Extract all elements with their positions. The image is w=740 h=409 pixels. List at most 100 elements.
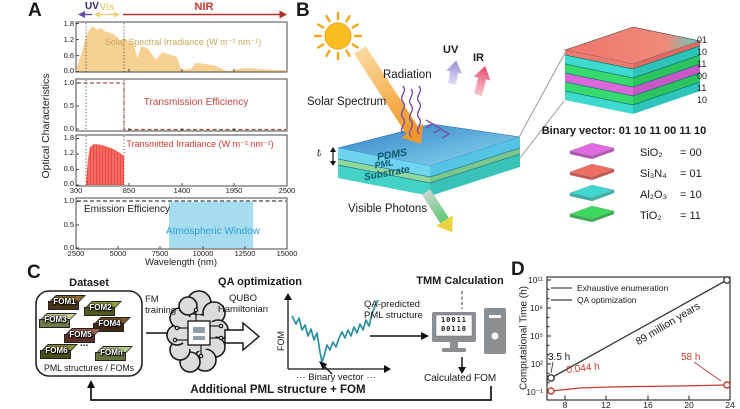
panel-b-graphics	[313, 11, 702, 233]
panel-d-graphics	[546, 276, 731, 401]
fom-block-label: FOM1	[53, 297, 76, 306]
ir-emission-arrow	[473, 65, 491, 96]
emission-ytick: 0.5	[63, 220, 74, 229]
annotation-58h: 58 h	[681, 352, 701, 363]
transmission-ytick: 0.0	[63, 124, 74, 133]
material-name-al2o3: Al₂O₃	[640, 189, 668, 201]
monitor-screen	[435, 314, 473, 337]
fom-block-2: FOM2	[84, 301, 122, 316]
solar-plot-title: Solar Spectral Irradiance (W m⁻² nm⁻¹)	[104, 37, 262, 47]
fom-block-3: FOM3	[39, 313, 77, 328]
d-ytick: 10⁻¹	[526, 387, 543, 397]
emission-ytick: 1.0	[63, 196, 74, 205]
fom-ellipsis: ...	[80, 338, 89, 349]
emission-xtick: 10000	[192, 249, 214, 258]
binary-vector-axis-label: ··· Binary vector ···	[296, 372, 376, 383]
wavelength-axis-label: Wavelength (nm)	[145, 257, 217, 268]
material-name-tio2: TiO₂	[640, 210, 662, 222]
visible-photons-arrow	[421, 189, 453, 233]
exhaustive-point-left	[547, 374, 555, 382]
fom-block-label: FOM3	[44, 315, 67, 324]
material-name-si3n4: Si₃N₄	[640, 168, 667, 180]
binary-vector-label: Binary vector: 01 10 11 00 11 10	[541, 125, 707, 137]
legend-label-qa: QA optimization	[577, 295, 637, 305]
solar-ytick: 1.8	[63, 19, 74, 28]
emission-xtick: 2500	[67, 249, 85, 258]
legend-label-exhaustive: Exhaustive enumeration	[577, 283, 669, 293]
emission-plot-title: Emission Efficiency	[84, 204, 170, 215]
qa-line	[550, 384, 728, 392]
uv-band-arrowhead	[78, 11, 85, 18]
feedback-label: Additional PML structure + FOM	[190, 384, 366, 396]
panel-a-ticks	[75, 23, 288, 249]
stack-bit-label: 11	[697, 59, 707, 69]
fom-block-6: FOM6	[40, 344, 78, 359]
fom-block-label: FOM4	[98, 319, 121, 328]
uv-band-label: UV	[85, 1, 99, 12]
transmitted-xtick: 1950	[225, 186, 243, 195]
emission-xtick: 12500	[234, 249, 256, 258]
fom-block-5: FOM5	[64, 328, 102, 343]
nir-band-label: NIR	[194, 1, 214, 13]
d-ytick: 10¹¹	[527, 275, 543, 285]
fom-block-label: FOM5	[69, 330, 92, 339]
fom-block-1: FOM1	[48, 295, 86, 310]
transmitted-ytick: 0.0	[63, 179, 74, 188]
panel-a-graphics	[75, 10, 288, 250]
inset-connector-top	[517, 50, 567, 140]
transmitted-ytick: 0.6	[63, 164, 74, 173]
atmospheric-window-label: Atmospheric Window	[166, 226, 260, 237]
material-tiles	[569, 142, 615, 223]
stack-bit-label: 11	[697, 83, 707, 93]
material-code-sio2: = 00	[680, 147, 702, 159]
stack-bit-label: 00	[697, 71, 708, 81]
d-xtick: 16	[643, 400, 653, 409]
transmission-curve	[77, 82, 286, 131]
qa-point-right	[723, 381, 731, 389]
atmospheric-window-band	[169, 201, 253, 249]
ir-label: IR	[473, 52, 484, 64]
solar-spectrum-area	[76, 26, 287, 72]
transmitted-area	[86, 144, 124, 185]
qa-point-left	[547, 387, 555, 395]
qa-predicted-label: QA-predicted PML structure	[364, 299, 423, 321]
quantum-annealer-brain-icon	[166, 290, 229, 373]
stack-bit-label: 01	[697, 35, 708, 45]
d-ytick: 10⁵	[530, 331, 543, 341]
d-xtick: 8	[562, 400, 568, 409]
solar-ytick: 0.6	[63, 51, 74, 60]
exhaustive-line	[550, 279, 728, 379]
d-xtick: 20	[684, 400, 694, 409]
transmitted-xtick: 1400	[173, 186, 191, 195]
monitor-screen-text: 10011 00110	[437, 316, 471, 334]
panel-label-a: A	[28, 0, 42, 21]
fom-block-label: FOM6	[45, 346, 68, 355]
solar-ytick: 1.2	[63, 35, 74, 44]
qubo-label: QUBO Hamiltonian	[217, 293, 269, 315]
transmitted-xtick: 300	[69, 186, 83, 195]
emission-xtick: 5000	[109, 249, 127, 258]
stack-bit-label: 10	[697, 95, 708, 105]
d-ytick: 10⁸	[529, 303, 543, 313]
qa-energy-curve	[291, 299, 379, 363]
emission-xtick: 7500	[151, 249, 169, 258]
qa-optimization-title: QA optimization	[218, 276, 302, 288]
emission-xtick: 15000	[276, 249, 298, 258]
calculated-fom-label: Calculated FOM	[424, 373, 497, 384]
d-xtick: 12	[601, 400, 611, 409]
material-code-al2o3: = 10	[680, 189, 702, 201]
fom-block-label: FOM2	[89, 303, 112, 312]
d-ytick: 10²	[530, 359, 543, 369]
thickness-label: tᵢ	[317, 148, 322, 159]
fm-training-label: FM training	[145, 294, 177, 316]
exploded-stack	[563, 26, 702, 114]
qubo-block-arrow	[224, 321, 261, 352]
transmitted-ytick: 1.2	[63, 148, 74, 157]
uv-label: UV	[443, 44, 459, 56]
inset-connector-bottom	[519, 100, 565, 159]
minimum-pointer-arrow	[319, 361, 327, 370]
panel-label-d: D	[511, 259, 525, 280]
vis-band-label: Vis	[99, 2, 115, 13]
transmitted-ytick: 1.8	[63, 133, 74, 142]
